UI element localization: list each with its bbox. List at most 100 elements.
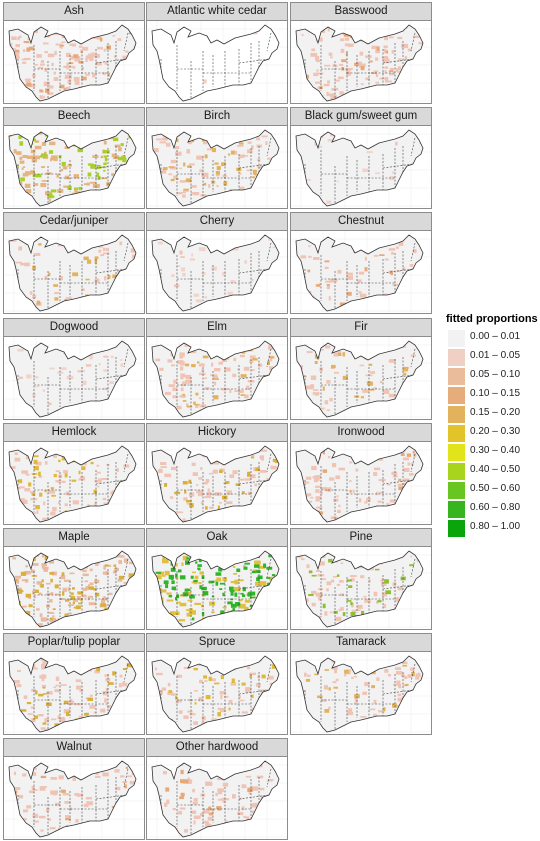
cell [95, 562, 99, 566]
cell [261, 674, 266, 679]
cell [354, 697, 358, 702]
cell [39, 492, 43, 497]
region-outline [151, 655, 280, 733]
cell [128, 612, 135, 618]
cell [239, 510, 243, 513]
cell [257, 504, 265, 507]
cell [304, 494, 310, 497]
cell [180, 376, 184, 379]
panel-title: Tamarack [290, 633, 432, 653]
cell [238, 138, 241, 142]
cell [253, 466, 257, 471]
cell [49, 572, 55, 575]
cell [111, 173, 114, 177]
cell [233, 357, 237, 361]
cell [26, 702, 32, 705]
cell [376, 601, 379, 604]
cell [125, 513, 131, 517]
cell [31, 575, 37, 577]
map-panel: Basswood [290, 2, 432, 104]
cell [51, 571, 57, 576]
cell [70, 617, 77, 620]
cell [102, 150, 108, 154]
cell [213, 394, 219, 399]
cell [385, 617, 389, 620]
state-boundary [382, 163, 414, 169]
cell [345, 52, 348, 56]
cell [276, 826, 279, 831]
cell [45, 702, 52, 707]
cell [275, 405, 279, 411]
cell [393, 515, 398, 520]
cell [222, 721, 225, 723]
cell [300, 558, 305, 561]
cell [86, 801, 93, 806]
cell [269, 593, 272, 597]
cell [60, 717, 65, 722]
cell [314, 477, 318, 482]
cell [318, 561, 325, 566]
cell [315, 592, 323, 597]
state-boundary [238, 374, 270, 379]
cell [364, 682, 370, 687]
cell [88, 53, 91, 56]
cell [114, 512, 122, 515]
cell [256, 577, 260, 582]
cell [384, 35, 388, 41]
cell [18, 478, 23, 483]
cell [425, 50, 431, 53]
cell [162, 556, 165, 561]
cell [305, 179, 311, 182]
cell [12, 599, 17, 603]
cell [301, 34, 304, 36]
cell [276, 580, 279, 586]
cell [168, 690, 172, 694]
cell [334, 371, 339, 374]
panel-map [3, 440, 145, 525]
cell [265, 141, 268, 146]
cell [259, 581, 267, 586]
cell [171, 466, 177, 470]
cell [166, 142, 171, 147]
cell [81, 76, 87, 81]
cell [78, 715, 84, 721]
state-boundary [410, 348, 416, 367]
cell [409, 264, 414, 268]
legend-items: 0.00 – 0.01 0.01 – 0.05 0.05 – 0.10 0.10 – … [446, 329, 540, 538]
cell [264, 717, 271, 721]
cell [320, 578, 326, 581]
cell [224, 772, 229, 778]
study-region [296, 551, 423, 627]
cell [300, 255, 307, 259]
cell [125, 767, 128, 770]
cell [183, 497, 188, 501]
cell [15, 262, 23, 264]
cell [391, 471, 398, 475]
cell [130, 595, 133, 598]
cell [333, 498, 339, 502]
cell [57, 501, 60, 504]
cell [23, 695, 28, 700]
cell [390, 271, 393, 276]
state-boundary [95, 689, 127, 695]
panel-title: Spruce [146, 633, 288, 653]
cell [368, 363, 373, 366]
cell [306, 74, 309, 79]
cell [362, 168, 369, 173]
cell [187, 405, 193, 408]
cell [237, 368, 240, 370]
cell [168, 555, 174, 560]
cell [114, 567, 119, 572]
cell [256, 598, 259, 603]
cell [259, 788, 265, 791]
cell [65, 491, 70, 496]
cell [96, 464, 100, 467]
cell [26, 805, 32, 809]
cell [391, 171, 395, 174]
cell [336, 583, 341, 586]
cell [207, 488, 210, 492]
cell [198, 247, 206, 252]
cell [101, 166, 107, 169]
cell [262, 172, 269, 175]
cell [418, 404, 423, 407]
